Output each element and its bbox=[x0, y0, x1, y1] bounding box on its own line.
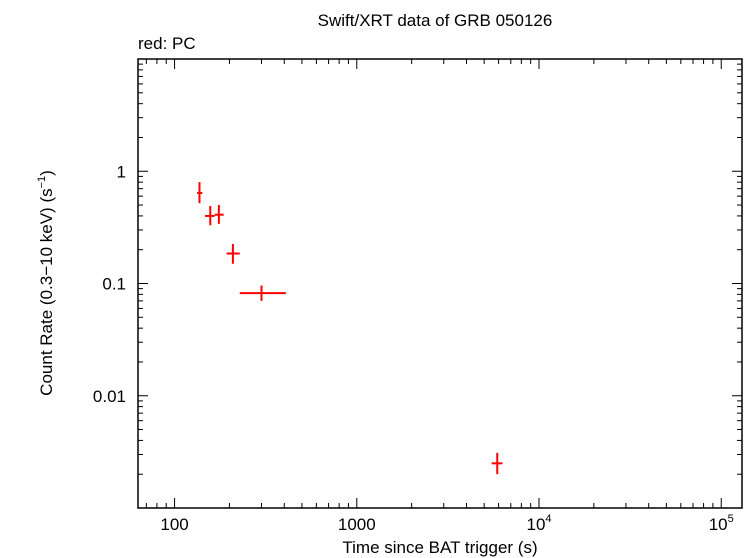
x-tick-label-base: 10 bbox=[709, 515, 728, 534]
x-tick-label-base: 1000 bbox=[338, 515, 376, 534]
data-point bbox=[226, 243, 240, 264]
data-point bbox=[239, 285, 286, 301]
y-axis-label-main: Count Rate (0.3−10 keV) (s bbox=[37, 188, 56, 395]
x-tick-label: 100 bbox=[160, 515, 188, 534]
x-tick-label-base: 100 bbox=[160, 515, 188, 534]
x-tick-label: 1000 bbox=[338, 515, 376, 534]
y-axis-ticks bbox=[138, 58, 742, 509]
data-point bbox=[197, 182, 203, 204]
y-axis-label: Count Rate (0.3−10 keV) (s−1) bbox=[36, 170, 56, 396]
x-tick-label: 105 bbox=[709, 513, 734, 534]
plot-frame bbox=[137, 58, 743, 509]
chart-subtitle: red: PC bbox=[138, 34, 196, 53]
chart-title: Swift/XRT data of GRB 050126 bbox=[318, 11, 553, 30]
x-tick-label-base: 10 bbox=[526, 515, 545, 534]
y-tick-label: 0.1 bbox=[102, 275, 126, 294]
x-axis-tick-labels: 100 1000 104 105 bbox=[160, 513, 733, 534]
y-axis-label-end: ) bbox=[37, 170, 56, 176]
x-tick-label-exponent: 4 bbox=[545, 513, 551, 525]
y-tick-label: 0.01 bbox=[93, 387, 126, 406]
data-point bbox=[205, 206, 215, 226]
y-axis-tick-labels: 1 0.1 0.01 bbox=[93, 162, 126, 406]
data-point bbox=[214, 205, 224, 224]
data-points bbox=[197, 182, 503, 475]
y-tick-label: 1 bbox=[117, 162, 126, 181]
x-axis-ticks bbox=[145, 59, 722, 508]
data-point bbox=[491, 452, 503, 475]
x-tick-label: 104 bbox=[526, 513, 551, 534]
y-axis-label-superscript: −1 bbox=[36, 176, 48, 189]
x-tick-label-exponent: 5 bbox=[728, 513, 734, 525]
x-axis-label: Time since BAT trigger (s) bbox=[342, 538, 537, 557]
